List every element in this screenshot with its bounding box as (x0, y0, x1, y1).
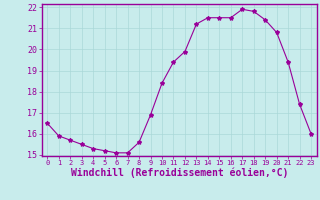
X-axis label: Windchill (Refroidissement éolien,°C): Windchill (Refroidissement éolien,°C) (70, 168, 288, 178)
